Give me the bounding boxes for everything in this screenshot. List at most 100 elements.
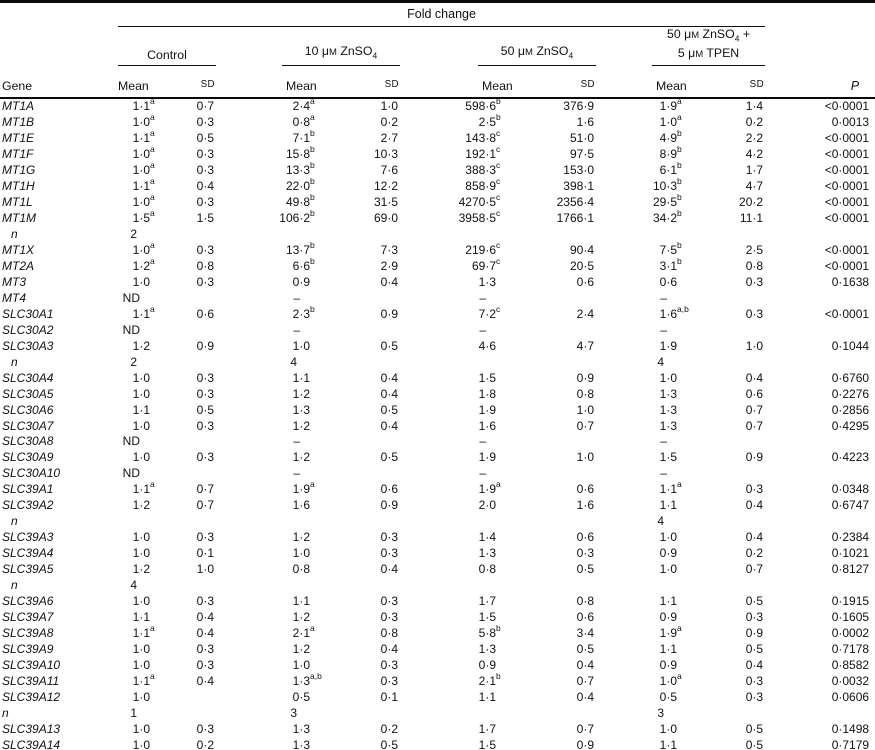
value-cell: 0·9 <box>745 450 764 465</box>
value-cell <box>312 466 400 482</box>
value-cell: 0·3 <box>380 594 398 608</box>
value-cell: 0·9 <box>576 737 594 750</box>
value-cell: 15·8 b <box>285 144 315 162</box>
value-cell: 0·5 <box>380 737 398 750</box>
table-row: SLC30A2 ND – – – <box>0 323 875 339</box>
p-value-cell: 0·1498 <box>831 721 870 736</box>
value-cell: 0·8 <box>576 594 594 608</box>
value-cell <box>312 578 400 594</box>
value-cell: 0·8 <box>380 625 398 640</box>
gene-name: SLC39A7 <box>2 609 54 624</box>
value-cell: 1·3 <box>292 402 310 417</box>
value-cell: 0·3 <box>745 306 764 321</box>
table-row: SLC30A8 ND – – – <box>0 434 875 450</box>
p-value-cell <box>765 291 875 307</box>
value-cell <box>152 690 216 706</box>
value-cell: 1·5 a <box>132 208 155 226</box>
p-value-cell: 0·6760 <box>831 370 870 385</box>
value-cell: 0·9 <box>478 657 496 672</box>
p-value-cell: 0·0002 <box>831 625 870 640</box>
value-cell: 388·3 c <box>465 160 501 178</box>
value-cell: 3·4 <box>576 625 594 640</box>
value-cell: 1·2 <box>292 450 310 465</box>
value-cell: 1·1 a <box>132 96 155 114</box>
table-row: MT1G 1·0 a 0·3 13·3 b 7·6 388·3 c 153·0 6·1 b 1·7 <0·… <box>0 160 875 179</box>
value-cell: 0·4 <box>380 370 398 385</box>
value-cell: 0·8 <box>745 258 764 273</box>
table-row: SLC39A12 1·0 0·5 0·1 1·1 0·4 0·5 0·3 0·0606 <box>0 690 875 706</box>
value-cell: 0·3 <box>196 594 214 608</box>
value-cell: – <box>660 290 667 305</box>
value-cell: 1·3 <box>478 546 496 561</box>
value-cell: 1·2 <box>132 562 150 577</box>
value-cell: 0·9 <box>292 274 310 289</box>
value-cell: 192·1 c <box>465 144 501 162</box>
p-value-cell <box>765 227 875 243</box>
table-row: MT1A 1·1 a 0·7 2·4 a 1·0 598·6 b 376·9 1·9 a 1·4 <0·0… <box>0 96 875 115</box>
value-cell: 1·0 <box>380 99 398 114</box>
table-row: SLC39A1 1·1 a 0·7 1·9 a 0·6 1·9 a 0·6 1·1 a 0·3 0·034… <box>0 480 875 498</box>
mean-column-header: Mean <box>400 66 513 100</box>
value-cell: 1·3 <box>292 737 310 750</box>
gene-name: SLC39A6 <box>2 594 54 608</box>
table-row: SLC39A14 1·0 0·2 1·3 0·5 1·5 0·9 1·1 0·5 0·7179 <box>0 738 875 750</box>
value-cell: – <box>293 322 300 337</box>
value-cell: 0·7 <box>196 498 214 513</box>
value-cell <box>498 706 596 722</box>
value-cell: 1·3 <box>292 721 310 736</box>
value-cell <box>400 355 498 371</box>
value-cell: 1·0 <box>132 370 150 385</box>
value-cell <box>216 227 312 243</box>
table-row: SLC39A4 1·0 0·1 1·0 0·3 1·3 0·3 0·9 0·2 0·1021 <box>0 546 875 562</box>
p-value-cell: <0·0001 <box>824 179 870 194</box>
sd-column-header: SD <box>152 66 216 100</box>
gene-column-header: Gene <box>0 66 105 100</box>
value-cell: 0·4 <box>576 657 594 672</box>
value-cell: 1·1 <box>659 498 677 513</box>
gene-name: MT1A <box>2 99 35 114</box>
p-value-cell: 0·1605 <box>831 609 870 624</box>
blank-cell <box>0 2 105 28</box>
value-cell: 2·1 b <box>478 670 501 688</box>
value-cell: 5·8 b <box>478 622 501 640</box>
value-cell <box>152 706 216 722</box>
value-cell: 2·3 b <box>292 303 315 321</box>
p-value-cell: 0·7178 <box>831 641 870 656</box>
value-cell: 0·3 <box>196 243 214 258</box>
gene-name: MT1L <box>2 195 33 210</box>
value-cell: 7·3 <box>380 243 398 258</box>
value-cell: 0·8 <box>292 562 310 577</box>
value-cell: 0·2 <box>196 737 214 750</box>
p-value-cell: <0·0001 <box>824 211 870 226</box>
value-cell: 0·3 <box>380 657 398 672</box>
value-cell <box>312 323 400 339</box>
value-cell: 0·5 <box>380 450 398 465</box>
value-cell: 0·3 <box>196 147 214 162</box>
gene-name: SLC30A4 <box>2 370 54 385</box>
value-cell: 219·6 c <box>465 240 501 258</box>
table-row: SLC30A6 1·1 0·5 1·3 0·5 1·9 1·0 1·3 0·7 0·2856 <box>0 403 875 419</box>
value-cell: 106·2 b <box>279 208 315 226</box>
p-value-cell: 0·8582 <box>831 657 870 672</box>
value-cell: 1·0 <box>132 689 150 704</box>
value-cell: 0·3 <box>745 689 764 704</box>
p-value-cell: 0·0606 <box>831 689 870 704</box>
value-cell: 1·1 a <box>132 176 155 194</box>
value-cell <box>679 578 765 594</box>
value-cell <box>679 355 765 371</box>
value-cell <box>216 514 312 530</box>
gene-name: MT1B <box>2 115 35 130</box>
value-cell: 0·5 <box>380 402 398 417</box>
value-cell: 4 <box>657 354 664 369</box>
value-cell: 0·2 <box>380 115 398 130</box>
p-value-cell: <0·0001 <box>824 99 870 114</box>
value-cell: 1·0 a <box>132 160 155 178</box>
value-cell: 29·5 b <box>652 192 682 210</box>
value-cell: 1·0 <box>292 657 310 672</box>
group-header-cell-control: Control <box>105 27 216 67</box>
value-cell: 22·0 b <box>285 176 315 194</box>
value-cell: 0·6 <box>659 274 677 289</box>
value-cell: – <box>479 290 486 305</box>
value-cell: 2 <box>130 227 137 242</box>
value-cell <box>152 323 216 339</box>
